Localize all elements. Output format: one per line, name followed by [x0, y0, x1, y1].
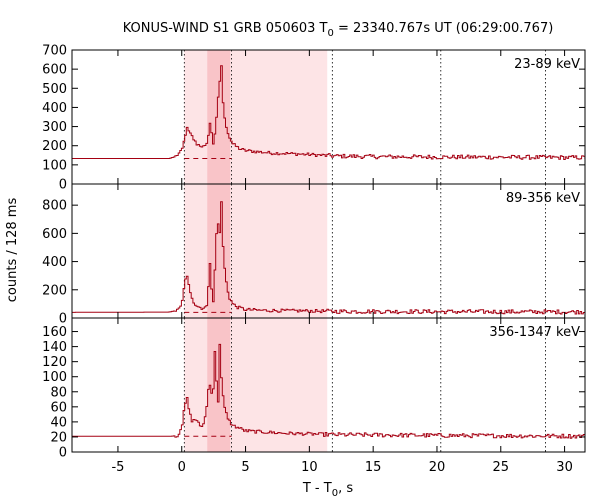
energy-band-label: 23-89 keV	[514, 57, 580, 72]
y-tick-label: 120	[42, 355, 67, 370]
y-tick-label: 0	[59, 312, 67, 327]
y-tick-label: 20	[50, 430, 67, 445]
x-tick-label: 10	[301, 460, 318, 475]
y-tick-label: 100	[42, 158, 67, 173]
x-tick-label: 25	[493, 460, 510, 475]
y-tick-label: 0	[59, 446, 67, 461]
light-curve	[72, 201, 586, 315]
x-tick-label: 20	[429, 460, 446, 475]
x-tick-label: 5	[241, 460, 249, 475]
y-tick-label: 200	[42, 139, 67, 154]
shaded-region-light	[184, 50, 328, 184]
panel-frame	[71, 317, 586, 453]
x-tick-label: 0	[178, 460, 186, 475]
y-tick-label: 200	[42, 283, 67, 298]
shaded-region-light	[184, 184, 328, 318]
y-tick-label: 160	[42, 325, 67, 340]
y-tick-label: 400	[42, 101, 67, 116]
energy-band-label: 89-356 keV	[506, 191, 580, 206]
panel-1: 0 100 200 300 400 500 600 700 23-89 keV	[42, 44, 586, 193]
panel-2: 0 200 400 600 800 89-356 keV	[42, 183, 586, 327]
y-tick-label: 600	[42, 63, 67, 78]
panel-frame	[71, 49, 586, 185]
y-tick-label: 0	[59, 178, 67, 193]
x-tick-label: 15	[365, 460, 382, 475]
y-tick-label: 500	[42, 82, 67, 97]
y-tick-label: 100	[42, 370, 67, 385]
y-tick-label: 300	[42, 120, 67, 135]
y-tick-label: 80	[50, 385, 67, 400]
y-tick-label: 400	[42, 255, 67, 270]
shaded-region-light	[184, 318, 328, 452]
x-axis-label: T - T0, s	[302, 481, 353, 499]
y-tick-label: 600	[42, 227, 67, 242]
light-curve	[72, 343, 586, 439]
shaded-region-dark	[207, 50, 231, 184]
chart-title: KONUS-WIND S1 GRB 050603 T0 = 23340.767s…	[123, 21, 554, 39]
x-tick-label: 30	[556, 460, 573, 475]
y-tick-label: 40	[50, 415, 67, 430]
x-tick-label: -5	[111, 460, 124, 475]
y-tick-label: 140	[42, 340, 67, 355]
y-tick-label: 700	[42, 44, 67, 59]
y-tick-label: 800	[42, 199, 67, 214]
y-axis-label: counts / 128 ms	[5, 198, 20, 303]
shaded-region-dark	[207, 184, 231, 318]
energy-band-label: 356-1347 keV	[489, 325, 580, 340]
y-tick-label: 60	[50, 400, 67, 415]
light-curve	[72, 65, 586, 160]
